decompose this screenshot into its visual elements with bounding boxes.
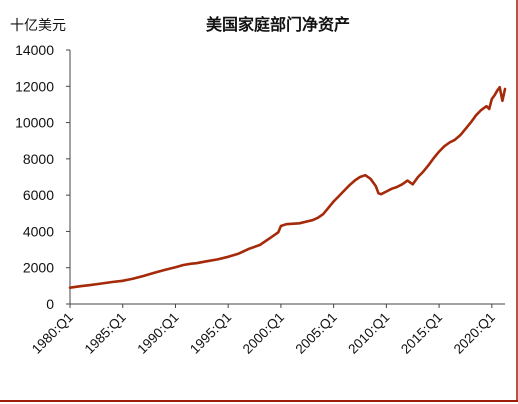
data-point <box>501 100 504 102</box>
y-tick-label: 8000 <box>23 151 54 167</box>
data-point <box>427 164 430 166</box>
data-point <box>385 190 388 193</box>
data-point <box>353 179 356 182</box>
data-point <box>79 285 82 288</box>
x-tick-label: 1995:Q1 <box>187 310 234 357</box>
data-point <box>406 179 409 182</box>
data-point <box>491 98 493 100</box>
data-point <box>411 183 414 186</box>
x-tick-label: 2020:Q1 <box>451 310 498 357</box>
y-tick-label: 0 <box>46 296 54 312</box>
series-line-0 <box>68 85 507 289</box>
data-point <box>206 260 208 263</box>
data-point <box>498 86 501 88</box>
unit-label: 十亿美元 <box>10 18 66 34</box>
y-tick-label: 12000 <box>15 78 54 94</box>
data-point <box>390 188 393 190</box>
data-point <box>227 255 229 258</box>
data-point <box>311 219 314 221</box>
data-point <box>153 272 156 274</box>
x-tick-label: 1985:Q1 <box>82 310 129 357</box>
data-point <box>327 207 330 209</box>
chart-title: 美国家庭部门净资产 <box>206 15 350 34</box>
data-point <box>111 281 113 283</box>
data-point <box>306 220 309 223</box>
data-point <box>237 252 240 255</box>
data-point <box>174 266 177 269</box>
data-point <box>343 189 346 192</box>
data-point <box>443 145 446 147</box>
y-tick-label: 10000 <box>15 115 54 131</box>
data-point <box>332 200 335 203</box>
data-point <box>396 186 398 188</box>
data-point <box>448 141 451 144</box>
data-point <box>216 258 219 261</box>
data-point <box>195 262 198 265</box>
x-tick-label: 2015:Q1 <box>398 310 445 357</box>
data-point <box>433 157 435 159</box>
series-layer <box>68 85 507 289</box>
data-point <box>182 264 185 266</box>
data-point <box>464 128 467 130</box>
data-point <box>269 237 272 239</box>
data-point <box>364 174 367 176</box>
data-point <box>322 213 324 215</box>
data-point <box>496 90 498 92</box>
data-point <box>280 225 282 227</box>
data-point <box>369 178 372 180</box>
data-point <box>375 185 377 187</box>
data-point <box>417 176 419 178</box>
data-point <box>422 170 425 173</box>
data-point <box>401 183 404 186</box>
data-point <box>459 134 462 137</box>
data-point <box>493 94 496 97</box>
data-point <box>277 231 280 234</box>
data-point <box>480 109 483 111</box>
x-tick-label: 1980:Q1 <box>29 310 76 357</box>
data-point <box>143 275 145 277</box>
data-point <box>475 114 477 117</box>
x-tick-label: 1990:Q1 <box>134 310 181 357</box>
data-point <box>338 195 340 197</box>
data-point <box>100 282 103 285</box>
y-tick-label: 6000 <box>23 187 54 203</box>
x-tick-label: 2000:Q1 <box>240 310 287 357</box>
data-point <box>259 244 261 246</box>
y-tick-label: 2000 <box>23 260 54 276</box>
y-tick-label: 14000 <box>15 42 54 58</box>
data-point <box>164 269 166 271</box>
data-point <box>317 217 319 219</box>
data-point <box>69 286 71 289</box>
data-point <box>121 280 124 282</box>
data-point <box>359 176 361 178</box>
data-point <box>504 88 506 90</box>
data-point <box>485 105 488 107</box>
data-point <box>377 192 380 195</box>
data-point <box>285 223 288 225</box>
data-point <box>469 121 472 124</box>
data-point <box>488 108 491 110</box>
data-point <box>248 247 251 250</box>
data-point <box>290 223 293 225</box>
data-point <box>132 277 135 280</box>
data-point <box>190 262 193 265</box>
x-tick-label: 2005:Q1 <box>293 310 340 357</box>
data-point <box>380 193 382 195</box>
x-tick-label: 2010:Q1 <box>345 310 392 357</box>
data-point <box>90 284 92 286</box>
data-point <box>348 184 351 186</box>
x-axis: 1980:Q1 1985:Q1 1990:Q1 1995:Q1 2000:Q1 2005:… <box>29 303 505 357</box>
y-tick-label: 4000 <box>23 223 54 239</box>
data-point <box>454 139 456 141</box>
y-axis: 0 2000 4000 6000 8000 10000 12000 14000 <box>15 42 71 312</box>
data-point <box>298 222 301 225</box>
data-point <box>438 150 440 153</box>
